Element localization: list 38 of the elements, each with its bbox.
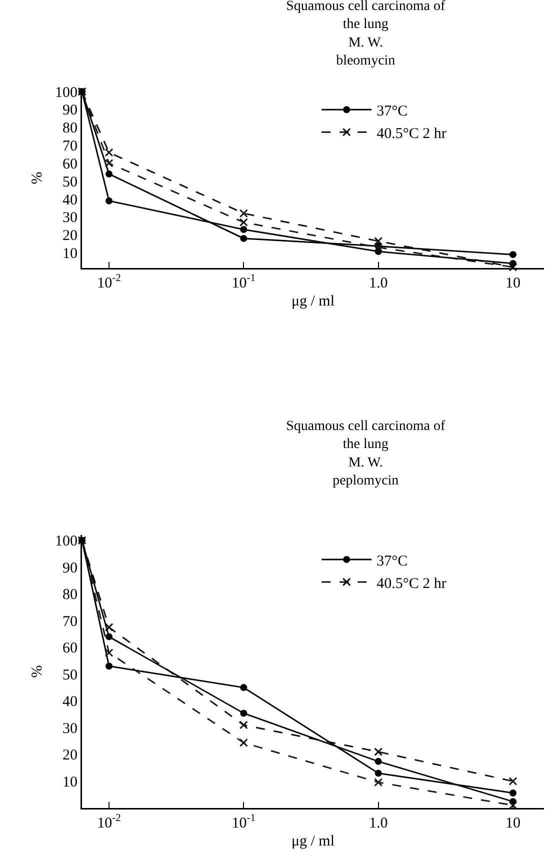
x-tick-label: 10$^{-2}$ [97,813,121,832]
y-tick-label: 10 [62,774,78,790]
y-tick-label: 30 [62,210,78,226]
y-tick-label: 20 [62,228,78,244]
y-tick-label: 50 [62,174,78,190]
legend-label: 37°C [376,104,408,120]
y-tick-label: 90 [62,560,78,576]
y-tick-label: 30 [62,720,78,737]
y-tick-label: 10 [62,246,78,262]
x-tick-label: 1.0 [368,816,388,832]
x-tick-label: 1.0 [368,276,388,292]
y-tick-label: 20 [62,748,78,764]
y-tick-label: 70 [62,614,78,630]
x-tick-label: 10$^{-1}$ [232,813,256,832]
y-tick-label: 60 [62,156,78,172]
y-axis-title: % [30,665,46,678]
legend-label: 40.5°C 2 hr [376,576,446,592]
legend-label: 37°C [376,553,408,570]
y-tick-label: 70 [62,138,78,155]
chart-title: Squamous cell carcinoma of the lung M. W. peplomycin [286,419,446,489]
legend-label: 40.5°C 2 hr [376,126,446,142]
x-tick-label: 10$^{-2}$ [97,273,121,292]
y-tick-label: 60 [62,640,78,657]
y-tick-label: 90 [62,102,78,119]
y-tick-label: 100 [55,534,78,550]
y-axis-title: % [30,172,46,184]
x-axis-title: μg / ml [291,293,335,310]
y-tick-label: 80 [62,120,78,137]
y-tick-label: 50 [62,667,78,684]
x-tick-label: 10 [505,276,520,292]
y-tick-label: 40 [62,694,78,710]
x-tick-label: 10 [505,816,520,832]
y-tick-label: 100 [55,84,78,101]
x-axis-title: μg / ml [291,833,335,850]
y-tick-label: 80 [62,587,78,604]
y-tick-label: 40 [62,192,78,208]
x-tick-label: 10$^{-1}$ [232,273,256,292]
chart-title: Squamous cell carcinoma of the lung M. W. bleomycin [286,0,446,69]
